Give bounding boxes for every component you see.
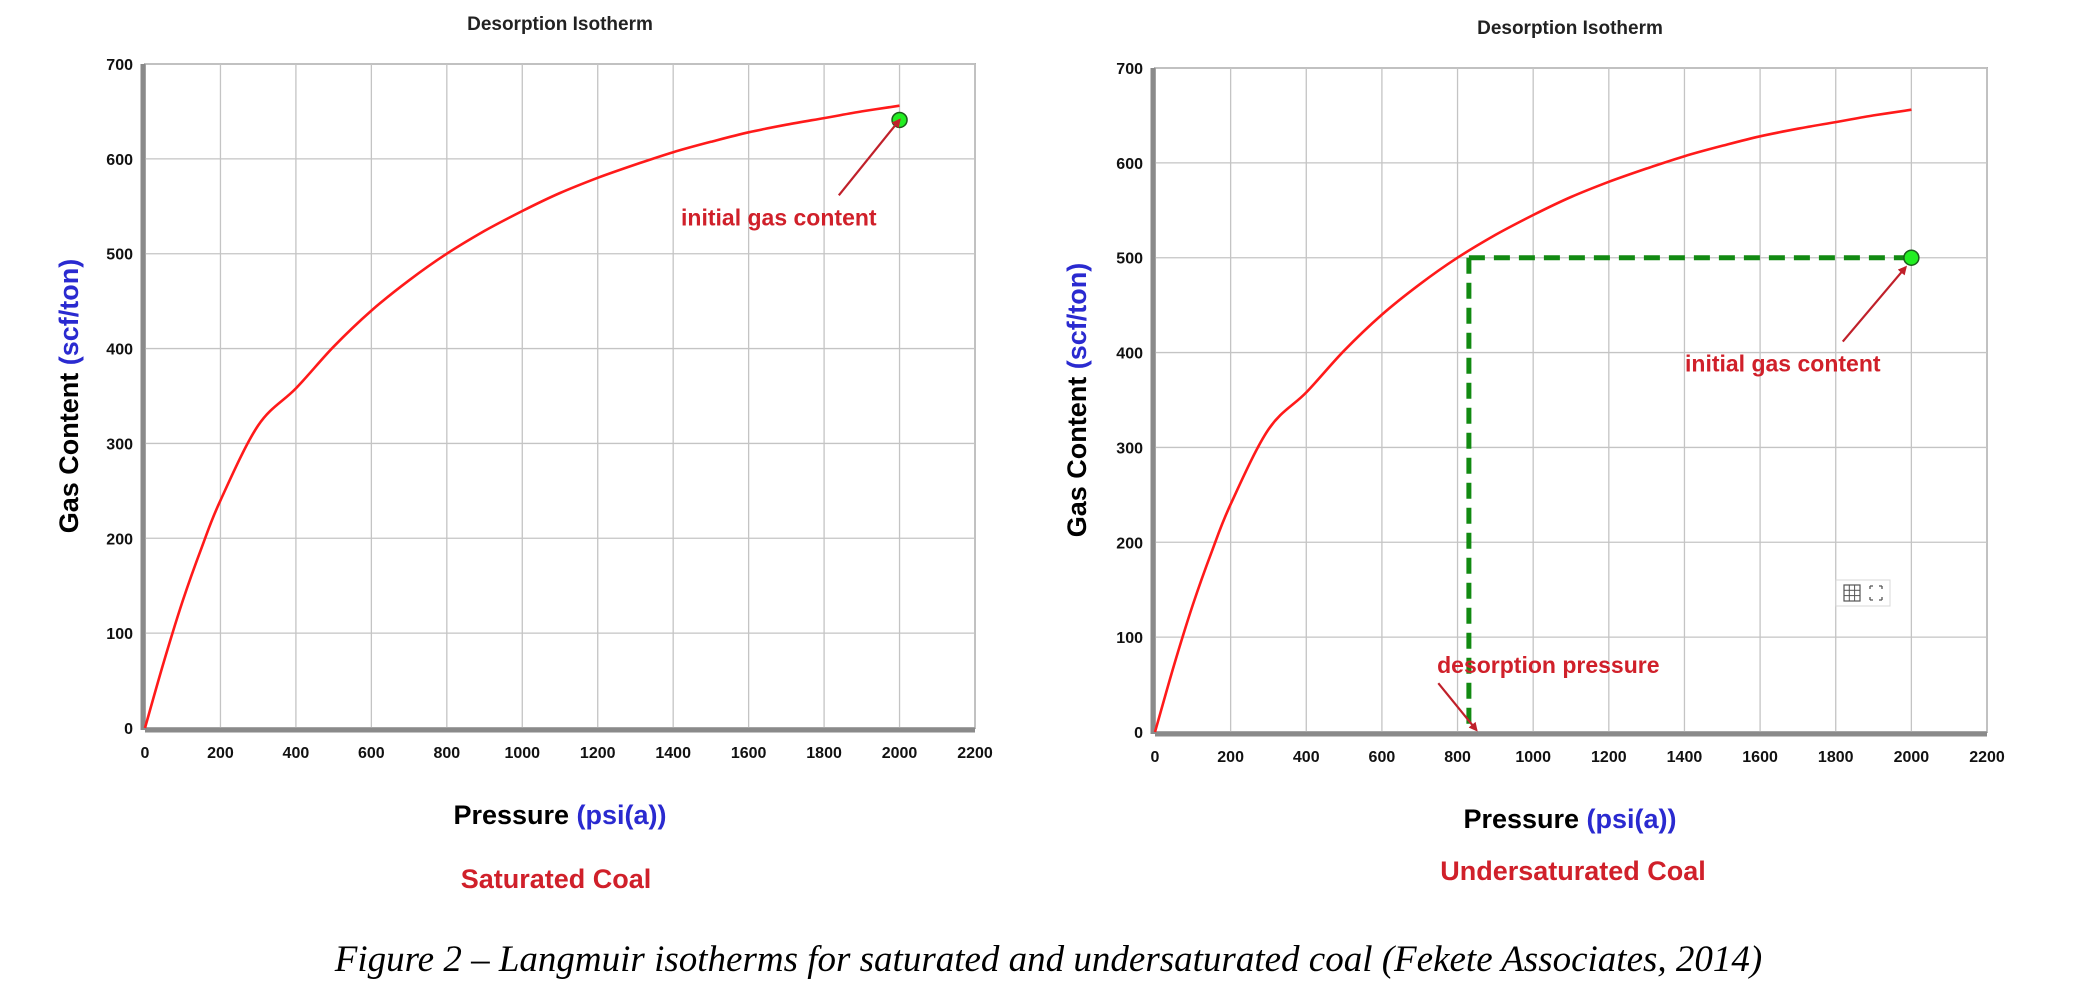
x-axis-unit: (psi(a)) (577, 800, 667, 830)
annotation-arrow (1437, 682, 1478, 732)
annotation-label: desorption pressure (1437, 652, 1659, 678)
x-tick-label: 800 (1444, 749, 1471, 766)
x-tick-label: 1800 (1818, 749, 1854, 766)
x-tick-label: 1400 (655, 745, 691, 762)
guides (1466, 255, 1912, 732)
x-tick-label: 0 (141, 745, 150, 762)
x-tick-label: 2000 (1894, 749, 1930, 766)
annotation-label: initial gas content (681, 204, 877, 230)
chart-options-icon[interactable] (1835, 579, 1891, 607)
y-axis-title: Gas Content (54, 373, 84, 534)
x-axis-unit: (psi(a)) (1587, 804, 1677, 834)
x-axis-title: Pressure (453, 800, 569, 830)
isotherm-curve (1153, 108, 1912, 733)
annotations: initial gas content desorption pressure (1437, 265, 1907, 732)
y-tick-label: 100 (1116, 630, 1143, 647)
gridlines (145, 63, 976, 728)
x-tick-label: 0 (1151, 749, 1160, 766)
x-tick-label: 200 (207, 745, 234, 762)
y-axis-label: Gas Content (scf/ton) (1062, 263, 1092, 538)
chart-title: Desorption Isotherm (1477, 18, 1663, 39)
annotation-label: initial gas content (1685, 351, 1881, 377)
y-tick-label: 700 (1116, 61, 1143, 78)
x-tick-label: 400 (1293, 749, 1320, 766)
x-tick-label: 1200 (1591, 749, 1627, 766)
x-tick-label: 1800 (806, 745, 842, 762)
x-tick-label: 800 (433, 745, 460, 762)
gridlines (1155, 67, 1988, 732)
x-tick-label: 400 (283, 745, 310, 762)
x-axis-label: Pressure (psi(a)) (1463, 804, 1676, 834)
chart-undersaturated: Desorption Isotherm 0 200 400 600 800 1000 120… (1062, 18, 2005, 886)
y-axis-title: Gas Content (1062, 377, 1092, 538)
y-tick-label: 0 (1134, 725, 1143, 742)
y-tick-label: 700 (106, 57, 133, 74)
plot-area (1150, 67, 1988, 737)
x-tick-label: 2200 (957, 745, 993, 762)
x-tick-label: 1600 (1742, 749, 1778, 766)
y-tick-label: 600 (106, 152, 133, 169)
y-tick-label: 500 (1116, 251, 1143, 268)
initial-gas-content-marker (1903, 249, 1920, 266)
x-axis-title: Pressure (1463, 804, 1579, 834)
chart-subcaption: Saturated Coal (461, 864, 652, 894)
y-axis-unit: (scf/ton) (54, 259, 84, 365)
y-tick-label: 200 (106, 531, 133, 548)
y-axis-unit: (scf/ton) (1062, 263, 1092, 369)
y-tick-label: 200 (1116, 535, 1143, 552)
y-tick-label: 600 (1116, 156, 1143, 173)
y-tick-label: 300 (1116, 440, 1143, 457)
y-tick-labels: 0 100 200 300 400 500 600 700 (106, 57, 133, 738)
y-tick-label: 100 (106, 626, 133, 643)
chart-subcaption: Undersaturated Coal (1440, 856, 1706, 886)
y-tick-label: 500 (106, 247, 133, 264)
x-tick-labels: 0 200 400 600 800 1000 1200 1400 1600 1800 2000 220… (141, 745, 993, 762)
y-tick-label: 0 (124, 721, 133, 738)
annotation-arrow (1841, 265, 1907, 343)
plot-frame (144, 63, 976, 729)
plot-area (140, 63, 976, 733)
annotations: initial gas content (681, 118, 901, 230)
y-tick-label: 400 (106, 342, 133, 359)
y-tick-labels: 0 100 200 300 400 500 600 700 (1116, 61, 1143, 742)
x-tick-label: 200 (1217, 749, 1244, 766)
chart-saturated: Desorption Isotherm 0 200 400 600 800 1000 120… (54, 14, 993, 894)
x-tick-label: 1400 (1667, 749, 1703, 766)
x-tick-label: 1000 (1515, 749, 1551, 766)
x-axis-label: Pressure (psi(a)) (453, 800, 666, 830)
y-tick-label: 300 (106, 436, 133, 453)
x-tick-label: 1600 (731, 745, 767, 762)
x-tick-label: 1200 (580, 745, 616, 762)
x-tick-label: 600 (358, 745, 385, 762)
isotherm-curve (143, 104, 900, 729)
x-tick-labels: 0 200 400 600 800 1000 1200 1400 1600 1800 2000 220… (1151, 749, 2005, 766)
chart-title: Desorption Isotherm (467, 14, 653, 35)
figure-caption: Figure 2 – Langmuir isotherms for satura… (334, 939, 1763, 980)
y-tick-label: 400 (1116, 346, 1143, 363)
annotation-arrow (837, 118, 901, 196)
x-tick-label: 2000 (882, 745, 918, 762)
plot-frame (1154, 67, 1988, 733)
y-axis-label: Gas Content (scf/ton) (54, 259, 84, 534)
markers (1903, 249, 1920, 266)
x-tick-label: 600 (1369, 749, 1396, 766)
x-tick-label: 1000 (504, 745, 540, 762)
x-tick-label: 2200 (1969, 749, 2005, 766)
